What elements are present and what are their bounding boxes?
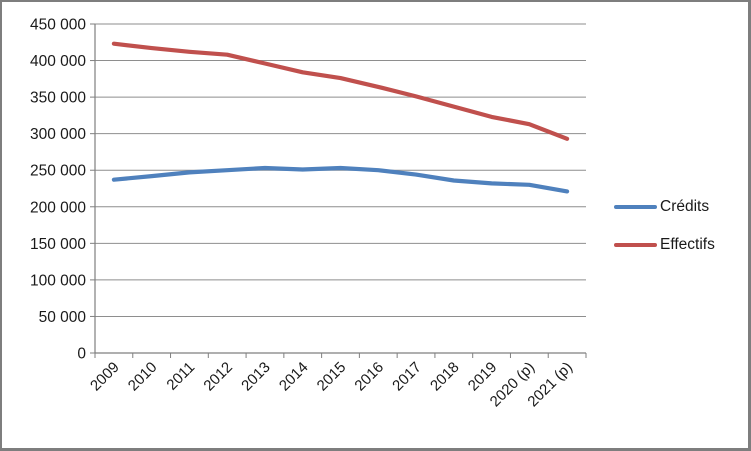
y-axis-label: 50 000 [39,309,87,326]
x-axis-label: 2010 [125,359,161,395]
x-axis-label: 2016 [351,359,387,395]
series-line-effectifs [111,41,570,141]
legend-item-effectifs: Effectifs [614,234,715,256]
legend-line-swatch-effectifs [614,242,657,248]
y-axis-label: 350 000 [30,90,86,107]
y-axis-label: 100 000 [30,272,86,289]
y-axis-label: 150 000 [30,236,86,253]
x-axis-label: 2013 [238,359,274,395]
legend-label-credits: Crédits [660,198,710,215]
legend-label-effectifs: Effectifs [660,236,715,253]
legend: Crédits Effectifs [614,196,715,256]
y-axis-label: 450 000 [30,17,86,34]
legend-line-swatch-credits [614,204,657,210]
x-axis-label: 2018 [427,359,463,395]
x-axis-label: 2009 [87,359,123,395]
legend-item-credits: Crédits [614,196,715,218]
y-axis-label: 300 000 [30,126,86,143]
series-line-credits [111,165,570,194]
y-axis-label: 400 000 [30,53,86,70]
y-axis-label: 0 [77,346,86,363]
y-axis-label: 250 000 [30,163,86,180]
x-axis-label: 2015 [314,359,350,395]
x-axis-label: 2011 [163,359,198,394]
x-axis-label: 2017 [389,359,425,395]
y-axis-label: 200 000 [30,199,86,216]
x-axis-label: 2014 [276,359,312,395]
x-axis-label: 2012 [200,359,236,395]
